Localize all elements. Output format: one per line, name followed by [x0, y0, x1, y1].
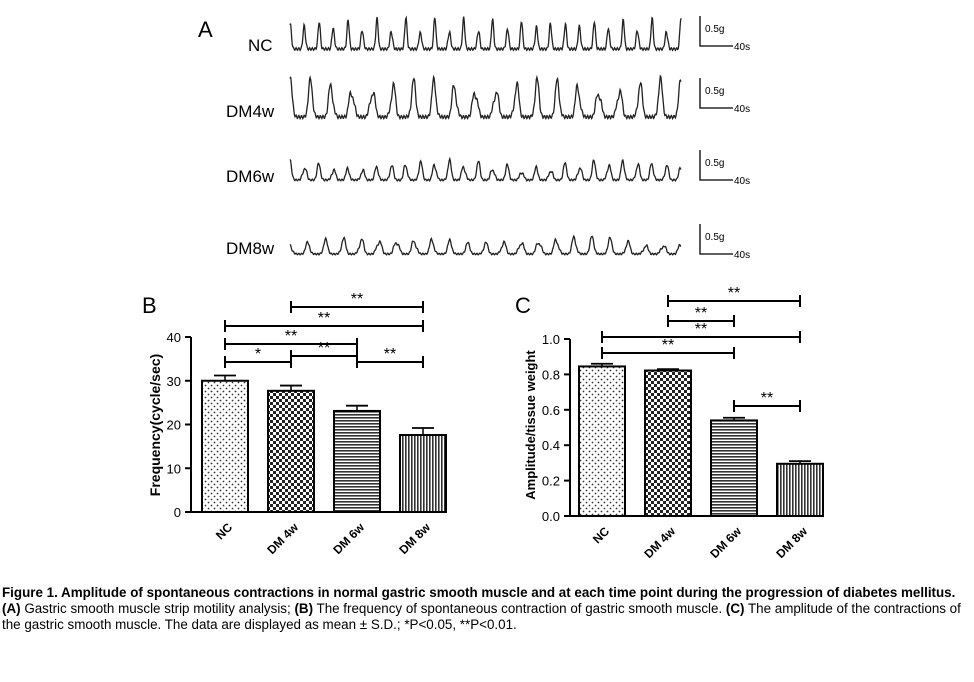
scale-time-label: 40s [734, 250, 750, 261]
scale-amplitude-label: 0.5g [705, 158, 724, 169]
y-tick-label: 0 [174, 505, 181, 520]
significance-label: * [255, 346, 261, 363]
caption-part-a-label: (A) [2, 601, 21, 616]
caption-part-c-text: The amplitude of the contractions of the… [2, 601, 961, 632]
trace-label: NC [248, 36, 273, 55]
panel-c-letter: C [515, 293, 531, 318]
y-tick-label: 30 [167, 374, 181, 389]
x-tick-label: DM 4w [264, 520, 301, 557]
bar [710, 419, 758, 518]
trace-waveform [289, 156, 682, 182]
significance-label: ** [662, 337, 674, 354]
x-tick-label: DM 6w [707, 524, 744, 561]
panel-b-ylabel: Frequency(cycle/sec) [147, 354, 163, 496]
significance-bracket [224, 320, 424, 332]
significance-bracket [733, 400, 801, 412]
scale-bar [699, 78, 733, 109]
caption-part-c-label: (C) [725, 601, 745, 616]
trace-label: DM8w [226, 239, 275, 258]
y-tick-label: 1.0 [542, 332, 560, 347]
panel-a-letter: A [198, 17, 213, 42]
significance-label: ** [318, 340, 330, 357]
x-tick-label: DM 8w [773, 524, 810, 561]
significance-label: ** [695, 305, 707, 322]
significance-label: ** [728, 285, 740, 302]
figure-canvas: A NC 0.5g 40s DM4w 0.5g 40s DM6w 0.5g 40s DM8w 0.5… [142, 15, 824, 561]
scale-amplitude-label: 0.5g [705, 232, 724, 243]
x-tick-label: NC [590, 524, 612, 546]
bar [776, 462, 824, 518]
significance-bracket [667, 295, 801, 307]
trace-label: DM6w [226, 167, 275, 186]
y-tick-label: 0.0 [542, 509, 560, 524]
panel-b: B Frequency(cycle/sec) 0 10 20 30 40 NC DM 4w D… [142, 291, 447, 557]
x-tick-label: DM 6w [330, 520, 367, 557]
significance-bracket [601, 347, 735, 359]
significance-bracket [224, 338, 358, 350]
trace-group: NC 0.5g 40s DM4w 0.5g 40s DM6w 0.5g 40s DM8w 0.5g 4… [226, 15, 750, 261]
x-tick-label: DM 8w [396, 520, 433, 557]
bar [644, 369, 692, 518]
y-tick-label: 0.6 [542, 403, 560, 418]
caption-part-a-text: Gastric smooth muscle strip motility ana… [20, 601, 295, 616]
significance-label: ** [384, 346, 396, 363]
y-tick-label: 0.4 [542, 438, 560, 453]
figure-caption: Figure 1. Amplitude of spontaneous contr… [2, 585, 972, 633]
x-tick-label: NC [213, 520, 235, 542]
scale-amplitude-label: 0.5g [705, 24, 724, 35]
significance-label: ** [761, 390, 773, 407]
caption-title: Figure 1. Amplitude of spontaneous contr… [2, 585, 956, 600]
bar [267, 389, 315, 513]
significance-bracket [667, 315, 735, 327]
scale-time-label: 40s [734, 42, 750, 53]
trace-label: DM4w [226, 102, 275, 121]
trace-waveform [289, 234, 682, 256]
significance-label: ** [318, 310, 330, 327]
panel-a: A NC 0.5g 40s DM4w 0.5g 40s DM6w 0.5g 40s DM8w 0.5… [198, 15, 750, 261]
y-tick-label: 40 [167, 330, 181, 345]
bar [399, 434, 447, 513]
y-tick-label: 10 [167, 461, 181, 476]
caption-body: (A) Gastric smooth muscle strip motility… [2, 601, 972, 633]
y-tick-label: 0.8 [542, 367, 560, 382]
scale-bar [699, 224, 733, 255]
scale-bar [699, 150, 733, 181]
trace-waveform [289, 15, 682, 52]
panel-b-letter: B [142, 293, 157, 318]
significance-label: ** [285, 328, 297, 345]
bar [333, 409, 381, 513]
scale-time-label: 40s [734, 104, 750, 115]
bar [201, 379, 249, 513]
caption-part-b-label: (B) [294, 601, 314, 616]
caption-part-b-text: The frequency of spontaneous contraction… [313, 601, 726, 616]
trace-waveform [289, 74, 682, 121]
x-tick-label: DM 4w [641, 524, 678, 561]
scale-bar [699, 16, 733, 47]
y-tick-label: 20 [167, 418, 181, 433]
significance-label: ** [351, 291, 363, 308]
significance-bracket [356, 356, 424, 368]
panel-c-ylabel: Amplitude/tissue weight [523, 350, 538, 500]
scale-amplitude-label: 0.5g [705, 86, 724, 97]
y-tick-label: 0.2 [542, 474, 560, 489]
scale-time-label: 40s [734, 176, 750, 187]
significance-bracket [290, 301, 424, 313]
significance-bracket [601, 331, 801, 343]
bar [578, 365, 626, 517]
significance-label: ** [695, 321, 707, 338]
panel-c: C Amplitude/tissue weight 0.0 0.2 0.4 0.6 0.… [515, 285, 824, 561]
